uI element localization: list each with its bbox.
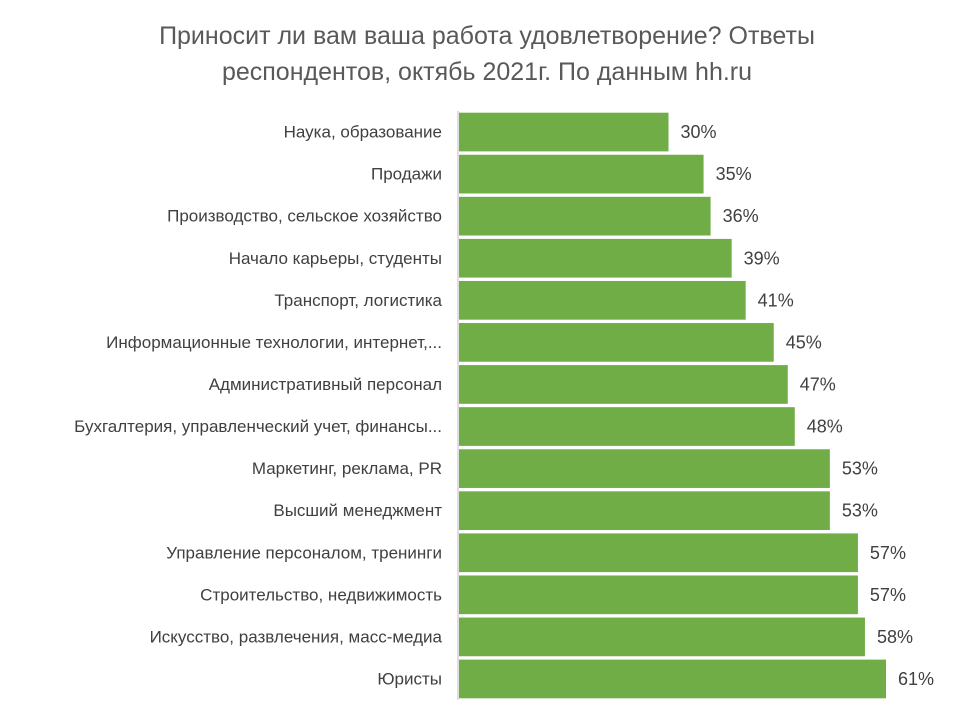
bar xyxy=(459,533,858,573)
bar xyxy=(459,659,886,699)
bar xyxy=(459,491,830,531)
data-label: 48% xyxy=(807,417,843,437)
category-label: Искусство, развлечения, масс-медиа xyxy=(150,627,443,646)
category-label: Управление персоналом, тренинги xyxy=(166,543,442,562)
category-label: Административный персонал xyxy=(209,375,442,394)
data-label: 35% xyxy=(716,164,752,184)
category-label: Транспорт, логистика xyxy=(274,291,442,310)
bar xyxy=(459,449,830,488)
bar xyxy=(459,575,858,615)
category-label: Производство, сельское хозяйство xyxy=(167,207,442,226)
data-label: 45% xyxy=(786,332,822,352)
data-label: 41% xyxy=(758,290,794,310)
chart-title-line-1: Приносит ли вам ваша работа удовлетворен… xyxy=(159,22,815,50)
category-label: Маркетинг, реклама, PR xyxy=(252,459,442,478)
bar xyxy=(459,407,795,446)
bar xyxy=(459,238,732,278)
data-label: 36% xyxy=(723,206,759,226)
bar xyxy=(459,154,704,194)
data-label: 61% xyxy=(898,669,934,689)
category-label: Юристы xyxy=(377,669,442,688)
category-label: Начало карьеры, студенты xyxy=(229,249,442,268)
bar xyxy=(459,196,711,236)
data-label: 53% xyxy=(842,501,878,521)
data-label: 57% xyxy=(870,543,906,563)
category-label: Строительство, недвижимость xyxy=(200,585,442,604)
data-label: 58% xyxy=(877,627,913,647)
bar xyxy=(459,323,774,362)
data-labels-group: 30% 35% 36% 39% 41% 45% 47% 48% 53% 53% 57% 57% 58% 6… xyxy=(680,122,934,689)
category-label: Продажи xyxy=(371,165,442,184)
bars-group xyxy=(459,112,886,699)
category-label: Информационные технологии, интернет,... xyxy=(106,333,442,352)
bar xyxy=(459,280,746,320)
bar xyxy=(459,112,669,152)
chart-title-line-2: респондентов, октябь 2021г. По данным hh… xyxy=(222,58,752,86)
data-label: 30% xyxy=(680,122,716,142)
category-label: Высший менеджмент xyxy=(273,501,442,520)
bar xyxy=(459,365,788,404)
bar xyxy=(459,617,865,657)
category-label: Наука, образование xyxy=(284,123,442,142)
data-label: 57% xyxy=(870,585,906,605)
category-labels-group: Наука, образование Продажи Производство, с… xyxy=(74,123,442,689)
data-label: 39% xyxy=(744,248,780,268)
data-label: 47% xyxy=(800,374,836,394)
category-label: Бухгалтерия, управленческий учет, финанс… xyxy=(74,417,442,436)
data-label: 53% xyxy=(842,459,878,479)
